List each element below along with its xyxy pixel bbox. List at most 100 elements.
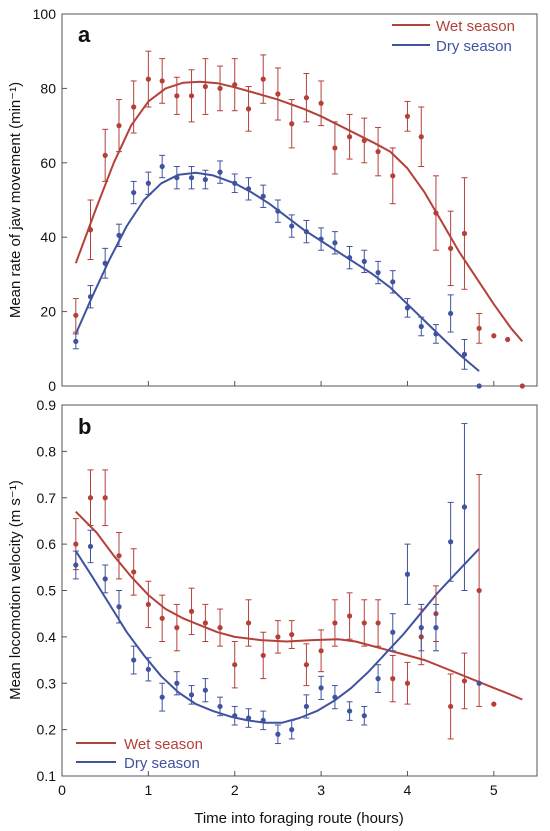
x-tick-label-1: 1 xyxy=(144,782,152,798)
data-point-dry-a xyxy=(260,193,266,199)
data-point-dry-b xyxy=(361,713,367,719)
data-point-dry-b xyxy=(390,629,396,635)
data-point-wet-b xyxy=(491,701,497,707)
data-point-dry-a xyxy=(188,175,195,181)
data-point-wet-a xyxy=(232,82,238,88)
data-point-wet-b xyxy=(390,676,396,682)
data-point-dry-a xyxy=(102,260,108,266)
fit-lines-a xyxy=(74,80,524,372)
data-point-wet-a xyxy=(202,83,208,90)
data-point-wet-a xyxy=(461,230,468,237)
panel-b-locomotion-velocity: b Mean locomotion velocity (m s⁻¹) 0.10.… xyxy=(7,397,538,827)
data-point-dry-a xyxy=(232,180,238,186)
data-point-wet-b xyxy=(102,495,108,501)
data-point-wet-a xyxy=(73,312,79,318)
data-point-wet-a xyxy=(188,93,195,99)
data-point-wet-a xyxy=(332,145,338,151)
y-tick-label-a-1: 20 xyxy=(40,304,56,320)
data-point-wet-b xyxy=(145,601,151,608)
y-tick-label-b-1: 0.2 xyxy=(37,722,57,738)
data-point-wet-a xyxy=(505,336,511,343)
data-point-dry-a xyxy=(217,169,223,175)
data-point-dry-b xyxy=(116,604,122,610)
data-point-dry-a xyxy=(87,294,94,300)
data-point-dry-b xyxy=(145,666,151,672)
x-tick-label-0: 0 xyxy=(58,782,66,798)
data-point-wet-a xyxy=(318,100,324,106)
data-point-dry-a xyxy=(116,232,122,238)
y-tick-label-b-5: 0.6 xyxy=(37,536,57,552)
legend-label-wet-a: Wet season xyxy=(436,18,515,35)
data-point-dry-b xyxy=(102,576,108,582)
y-tick-label-b-0: 0.1 xyxy=(37,768,57,784)
data-point-dry-b xyxy=(303,703,310,710)
y-tick-label-b-6: 0.7 xyxy=(37,490,57,506)
data-point-dry-a xyxy=(418,323,424,330)
data-point-dry-b xyxy=(188,692,195,698)
x-tick-label-4: 4 xyxy=(404,782,412,798)
data-point-wet-a xyxy=(260,76,266,82)
data-point-wet-a xyxy=(131,104,137,110)
data-point-wet-a xyxy=(174,93,180,99)
data-point-dry-a xyxy=(375,269,381,276)
legend-label-wet-b: Wet season xyxy=(124,736,203,753)
data-point-dry-b xyxy=(433,625,439,631)
data-point-dry-a xyxy=(390,279,396,285)
data-point-wet-a xyxy=(390,173,396,179)
fit-line-wet-b xyxy=(75,510,523,701)
data-point-dry-a xyxy=(159,163,165,170)
data-point-wet-a xyxy=(448,245,454,251)
data-point-wet-b xyxy=(448,703,454,710)
data-point-wet-b xyxy=(217,625,223,631)
data-point-wet-a xyxy=(375,149,381,155)
data-point-wet-a xyxy=(404,113,411,119)
data-point-dry-a xyxy=(318,236,324,242)
data-point-wet-b xyxy=(346,613,353,619)
data-point-dry-b xyxy=(202,687,208,693)
panel-a-jaw-movement: a Mean rate of jaw movement (min⁻¹) 0 20 4… xyxy=(7,6,538,394)
data-point-dry-b xyxy=(131,657,137,663)
data-point-dry-a xyxy=(332,240,338,246)
data-point-wet-b xyxy=(361,620,367,626)
data-point-dry-b xyxy=(245,715,252,721)
data-point-dry-b xyxy=(375,676,381,682)
data-point-wet-a xyxy=(102,152,108,158)
y-tick-label-a-0: 0 xyxy=(48,378,56,394)
y-tick-label-b-7: 0.8 xyxy=(37,443,57,459)
data-point-wet-b xyxy=(87,495,94,501)
fit-line-dry-b xyxy=(74,548,480,724)
legend-b: Wet season Dry season xyxy=(76,736,203,772)
data-point-wet-b xyxy=(404,680,411,686)
data-point-wet-b xyxy=(332,620,338,626)
data-point-wet-a xyxy=(346,134,353,140)
data-point-dry-a xyxy=(289,223,295,229)
data-point-dry-a xyxy=(433,331,439,337)
data-point-wet-b xyxy=(159,615,165,621)
plot-frame-a xyxy=(61,13,538,387)
data-point-dry-a xyxy=(202,176,208,183)
x-tick-label-5: 5 xyxy=(490,782,498,798)
panel-letter-b: b xyxy=(78,414,91,439)
data-point-wet-a xyxy=(433,210,439,216)
fit-lines-b xyxy=(74,510,523,724)
data-point-wet-b xyxy=(303,662,310,668)
data-point-dry-b xyxy=(275,731,281,737)
data-point-wet-a xyxy=(159,78,165,84)
data-point-dry-b xyxy=(232,713,238,719)
data-point-dry-a xyxy=(174,175,180,181)
axes-b: 0.1 0.2 0.3 0.4 0.5 0.6 0.7 0.8 0.9 0 1 2 3 4 5 xyxy=(37,397,498,798)
data-point-dry-b xyxy=(159,694,165,700)
data-point-wet-b xyxy=(476,587,482,594)
x-axis-label: Time into foraging route (hours) xyxy=(194,810,404,827)
data-point-wet-a xyxy=(116,123,122,129)
data-point-wet-b xyxy=(318,648,324,654)
data-point-wet-b xyxy=(260,652,266,659)
data-point-wet-b xyxy=(188,608,195,614)
legend-a: Wet season Dry season xyxy=(392,18,515,55)
data-point-dry-a xyxy=(245,186,252,192)
data-point-wet-b xyxy=(375,620,381,626)
data-point-dry-a xyxy=(275,208,281,214)
data-point-wet-b xyxy=(116,553,122,559)
data-point-wet-b xyxy=(202,620,208,626)
